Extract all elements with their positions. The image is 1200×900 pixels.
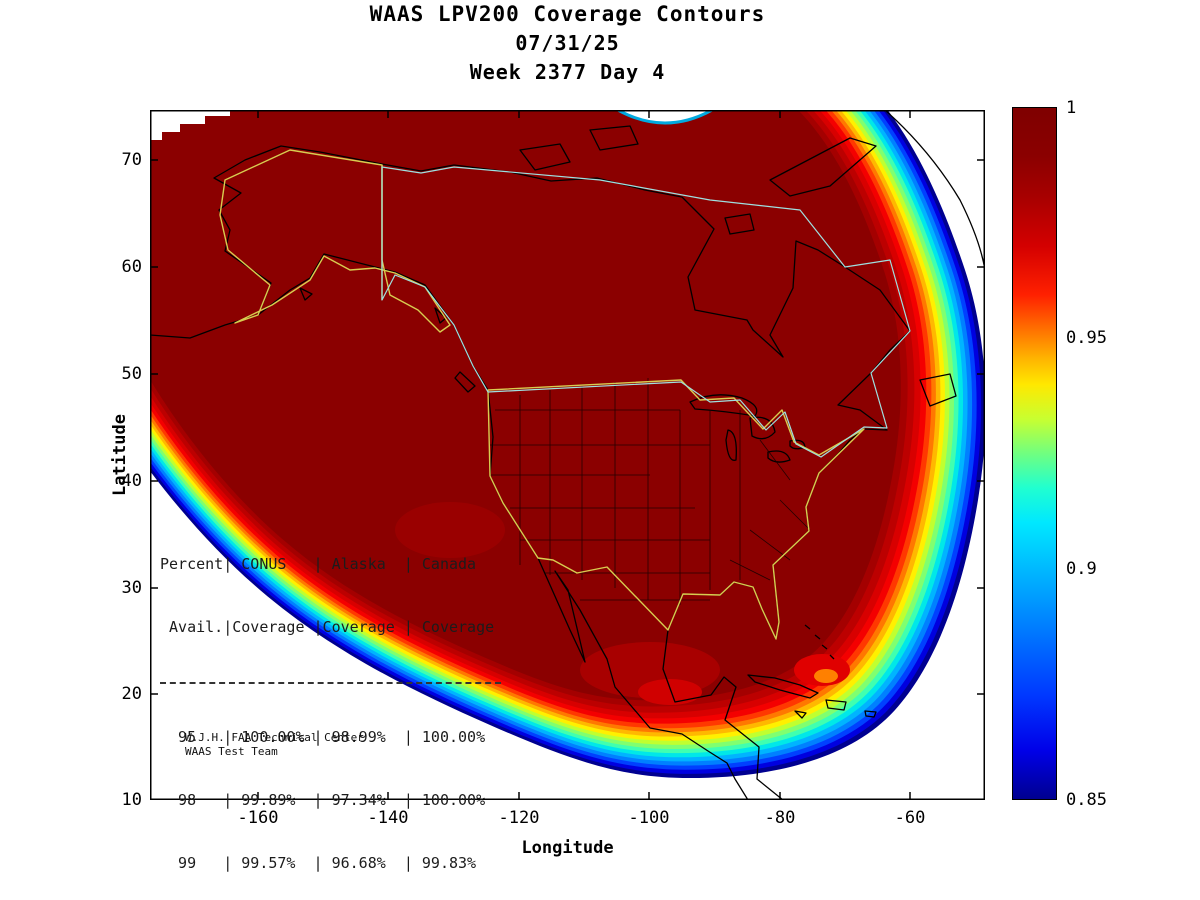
x-tick-label: -160 xyxy=(237,808,279,828)
table-row: 95 | 100.00% | 98.99% | 100.00% xyxy=(160,728,486,746)
table-row: 98 | 99.89% | 97.34% | 100.00% xyxy=(160,791,486,809)
colorbar-tick-label: 0.85 xyxy=(1066,790,1107,810)
availability-table: Percent| CONUS | Alaska | Canada Avail.|… xyxy=(160,512,501,900)
y-tick-label: 70 xyxy=(121,150,142,170)
contour-top-notches xyxy=(150,110,713,140)
table-header-row: Percent| CONUS | Alaska | Canada xyxy=(160,555,477,573)
x-tick-label: -120 xyxy=(498,808,540,828)
chart-title: WAAS LPV200 Coverage Contours xyxy=(369,2,766,26)
chart-date: 07/31/25 xyxy=(515,31,620,55)
y-tick-label: 60 xyxy=(121,257,142,277)
chart-week-day: Week 2377 Day 4 xyxy=(469,60,666,84)
contour-bands xyxy=(150,110,985,778)
x-tick-label: -140 xyxy=(367,808,409,828)
colorbar-tick-label: 0.9 xyxy=(1066,559,1097,579)
colorbar-tick-label: 1 xyxy=(1066,98,1077,118)
y-tick-label: 20 xyxy=(121,684,142,704)
coverage-map xyxy=(150,110,985,800)
title-block: WAAS LPV200 Coverage Contours 07/31/25 W… xyxy=(150,2,985,84)
y-tick-label: 30 xyxy=(121,578,142,598)
coverage-map-svg xyxy=(150,110,985,800)
credit-line: W.J.H. FAA Technical Center xyxy=(185,731,364,744)
y-tick-label: 40 xyxy=(121,471,142,491)
y-tick-label: 10 xyxy=(121,790,142,810)
plot-frame xyxy=(150,110,985,800)
table-separator xyxy=(160,682,501,684)
y-tick-label: 50 xyxy=(121,364,142,384)
colorbar xyxy=(1012,107,1057,800)
table-row: 99 | 99.57% | 96.68% | 99.83% xyxy=(160,854,477,872)
credit-line: WAAS Test Team xyxy=(185,745,278,758)
conus-outline-yellow xyxy=(487,379,865,640)
x-axis-label: Longitude xyxy=(521,838,614,858)
x-tick-label: -100 xyxy=(628,808,670,828)
x-tick-label: -80 xyxy=(764,808,796,828)
x-tick-label: -60 xyxy=(894,808,926,828)
table-header-row: Avail.|Coverage |Coverage | Coverage xyxy=(160,618,495,636)
credit-annotation: W.J.H. FAA Technical Center WAAS Test Te… xyxy=(185,731,364,759)
canada-outline-cyan xyxy=(381,166,911,458)
y-axis-label: Latitude xyxy=(110,414,130,496)
colorbar-tick-label: 0.95 xyxy=(1066,328,1107,348)
